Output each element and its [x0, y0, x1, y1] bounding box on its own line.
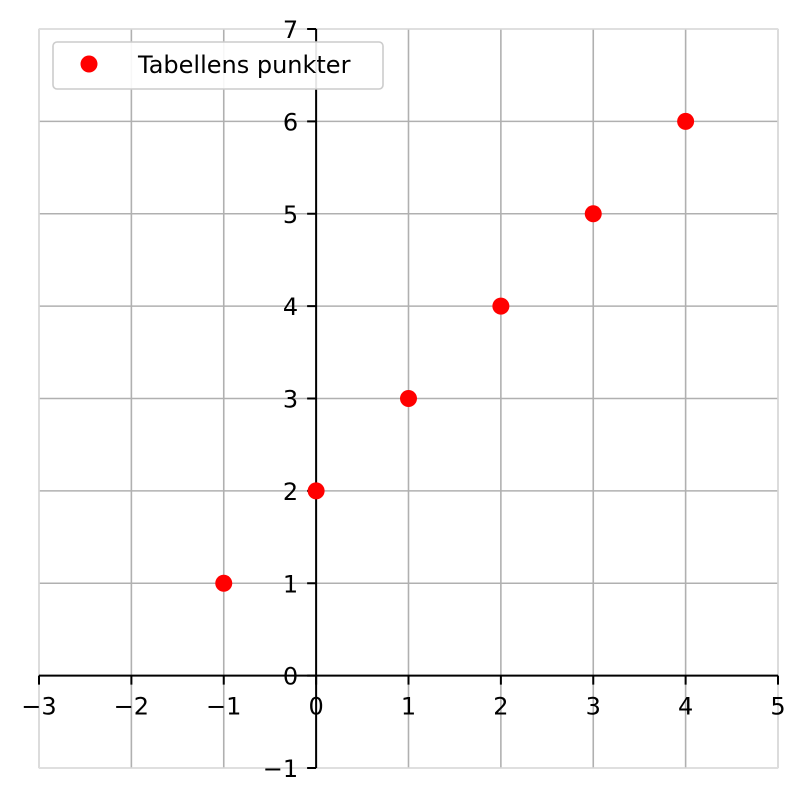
y-tick-label: 4	[283, 293, 298, 321]
legend-marker	[80, 55, 98, 73]
x-tick-label: 2	[493, 693, 508, 721]
x-tick-label: 0	[308, 693, 323, 721]
y-tick-label: 5	[283, 201, 298, 229]
y-tick-label: 7	[283, 16, 298, 44]
x-tick-label: −3	[21, 693, 56, 721]
legend-label: Tabellens punkter	[137, 51, 351, 79]
y-tick-label: 0	[283, 663, 298, 691]
data-point	[215, 574, 233, 592]
data-point	[307, 482, 325, 500]
data-points	[215, 112, 695, 592]
y-tick-label: 3	[283, 386, 298, 414]
x-tick-label: −2	[114, 693, 149, 721]
x-tick-label: 5	[770, 693, 785, 721]
x-tick-label: 4	[678, 693, 693, 721]
x-axis-ticks: −3 −2 −1 0 1 2 3 4 5	[21, 675, 786, 721]
legend: Tabellens punkter	[52, 41, 384, 90]
data-point	[492, 297, 510, 315]
y-tick-label: 1	[283, 570, 298, 598]
x-tick-label: 1	[401, 693, 416, 721]
x-tick-label: 3	[586, 693, 601, 721]
data-point	[584, 205, 602, 223]
y-tick-label: 6	[283, 108, 298, 136]
x-tick-label: −1	[206, 693, 241, 721]
data-point	[400, 390, 417, 407]
legend-box	[52, 41, 384, 90]
plot-frame	[38, 28, 779, 769]
y-axis-ticks: −1 0 1 2 3 4 5 6 7	[263, 16, 317, 783]
y-tick-label: 2	[283, 478, 298, 506]
data-point	[677, 112, 695, 130]
y-tick-label: −1	[263, 755, 298, 783]
